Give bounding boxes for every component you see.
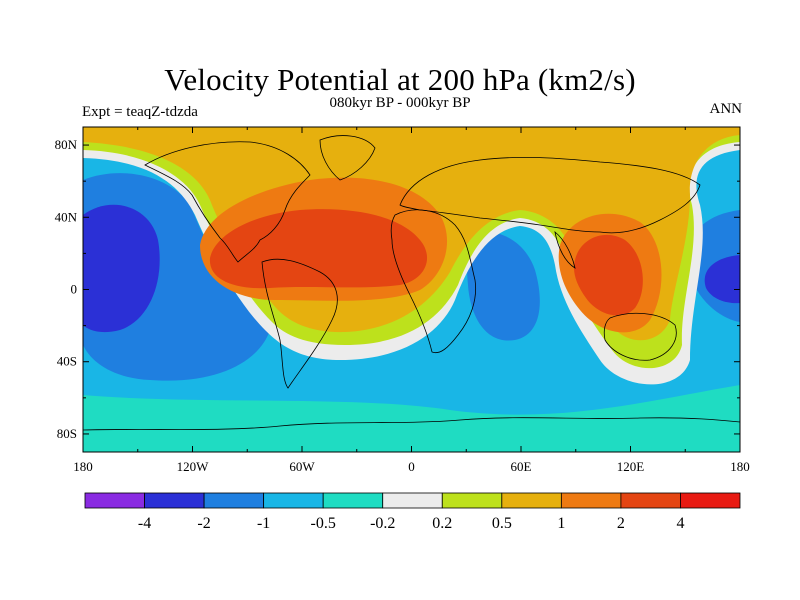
colorbar-label: 1 (557, 515, 565, 532)
colorbar-swatch (680, 492, 741, 509)
colorbar-label: -0.2 (370, 515, 395, 532)
field-atlantic-plus4 (209, 209, 428, 289)
colorbar-swatch (203, 492, 265, 509)
colorbar-swatch (263, 492, 324, 509)
colorbar-swatch (84, 492, 145, 509)
colorbar-swatch (144, 492, 205, 509)
y-tick-label: 80S (57, 426, 77, 441)
colorbar-label: -2 (197, 515, 210, 532)
colorbar-label: -0.5 (311, 515, 336, 532)
colorbar-label: -4 (138, 515, 151, 532)
colorbar-swatch (441, 492, 503, 509)
colorbar-label: 4 (676, 515, 684, 532)
colorbar: -4 -2 -1 -0.5 -0.2 0.2 0.5 1 2 4 (84, 492, 741, 532)
chart-title: Velocity Potential at 200 hPa (km2/s) (164, 62, 636, 97)
coast-australia (603, 312, 677, 361)
colorbar-label: -1 (257, 515, 270, 532)
x-tick-label: 60W (289, 459, 315, 474)
field-east-pacific-minus2 (83, 204, 160, 333)
colorbar-swatch (560, 492, 622, 509)
colorbar-label: 0.5 (492, 515, 512, 532)
experiment-label: Expt = teaqZ-tdzda (82, 104, 198, 120)
field-maritime-plus4 (574, 234, 643, 316)
coast-india (554, 231, 576, 269)
coast-eurasia (399, 156, 701, 234)
x-tick-label: 120W (177, 459, 210, 474)
colorbar-label: 2 (617, 515, 625, 532)
y-axis: 80N 40N 0 40S 80S (55, 137, 740, 441)
coast-south-america (261, 258, 338, 389)
chart-subtitle: 080kyr BP - 000kyr BP (329, 95, 471, 111)
coast-antarctica (83, 417, 740, 431)
x-tick-label: 120E (617, 459, 645, 474)
x-tick-label: 0 (408, 459, 415, 474)
field-southern-ocean (83, 385, 740, 452)
y-tick-label: 40S (57, 354, 77, 369)
y-tick-label: 80N (55, 137, 78, 152)
coast-north-america (144, 141, 311, 263)
y-tick-label: 40N (55, 209, 78, 224)
x-axis: 180 120W 60W 0 60E 120E 180 (73, 127, 750, 474)
colorbar-label: 0.2 (432, 515, 452, 532)
contour-field (83, 127, 740, 452)
colorbar-swatch (620, 492, 681, 509)
coastlines (83, 135, 740, 431)
x-tick-label: 180 (730, 459, 750, 474)
x-tick-label: 60E (511, 459, 532, 474)
colorbar-swatch (322, 492, 384, 509)
field-indian-ocean-minus1 (466, 231, 540, 341)
y-tick-label: 0 (71, 282, 78, 297)
x-tick-label: 180 (73, 459, 93, 474)
colorbar-swatch (501, 492, 562, 509)
coast-greenland (319, 135, 376, 181)
colorbar-swatch (382, 492, 443, 509)
season-label: ANN (709, 101, 743, 117)
field-west-pacific-minus2 (704, 255, 740, 304)
coast-africa (390, 209, 477, 354)
